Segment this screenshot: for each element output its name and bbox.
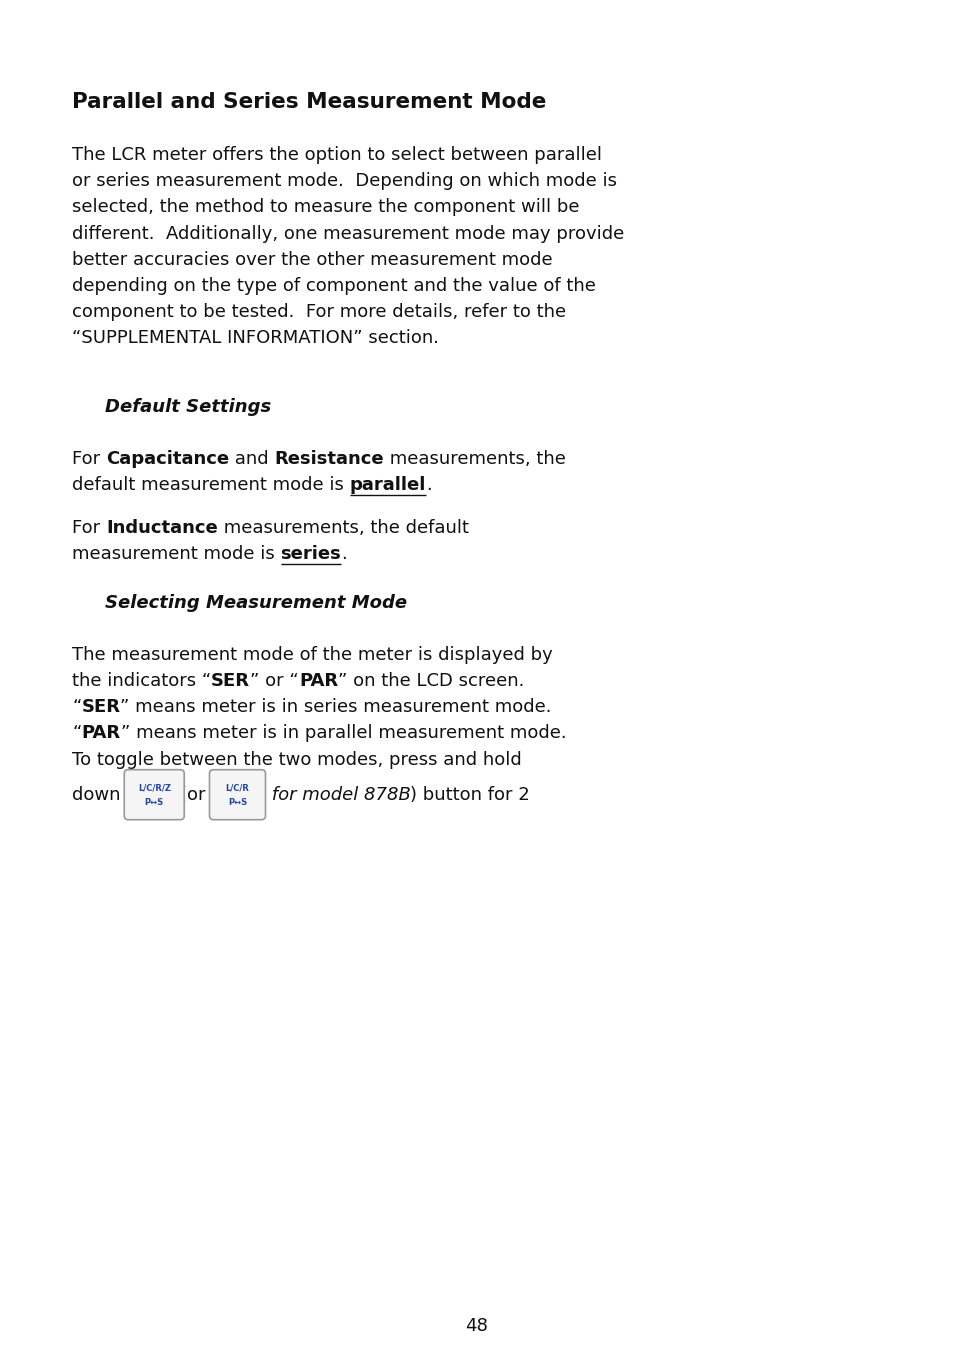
FancyBboxPatch shape xyxy=(124,769,184,820)
Text: ” means meter is in series measurement mode.: ” means meter is in series measurement m… xyxy=(120,698,551,717)
Text: PAR: PAR xyxy=(298,672,337,690)
Text: SER: SER xyxy=(211,672,250,690)
Text: 48: 48 xyxy=(465,1317,488,1335)
Text: series: series xyxy=(280,546,341,563)
Text: ” means meter is in parallel measurement mode.: ” means meter is in parallel measurement… xyxy=(120,725,565,742)
Text: The LCR meter offers the option to select between parallel: The LCR meter offers the option to selec… xyxy=(71,145,601,164)
Text: Capacitance: Capacitance xyxy=(106,450,229,467)
Text: SER: SER xyxy=(81,698,120,717)
Text: To toggle between the two modes, press and hold: To toggle between the two modes, press a… xyxy=(71,750,521,769)
Text: .: . xyxy=(426,475,432,494)
Text: L/C/R: L/C/R xyxy=(225,783,249,792)
Text: ) button for 2: ) button for 2 xyxy=(410,785,530,804)
Text: “: “ xyxy=(71,725,81,742)
Text: Parallel and Series Measurement Mode: Parallel and Series Measurement Mode xyxy=(71,92,546,112)
Text: PAR: PAR xyxy=(81,725,120,742)
Text: default measurement mode is: default measurement mode is xyxy=(71,475,349,494)
Text: “SUPPLEMENTAL INFORMATION” section.: “SUPPLEMENTAL INFORMATION” section. xyxy=(71,330,438,348)
Text: depending on the type of component and the value of the: depending on the type of component and t… xyxy=(71,277,596,295)
Text: P↔S: P↔S xyxy=(228,799,247,807)
Text: .: . xyxy=(341,546,347,563)
Text: Selecting Measurement Mode: Selecting Measurement Mode xyxy=(105,594,407,612)
Text: For: For xyxy=(71,450,106,467)
Text: or series measurement mode.  Depending on which mode is: or series measurement mode. Depending on… xyxy=(71,172,617,190)
Text: L/C/R/Z: L/C/R/Z xyxy=(137,783,171,792)
Text: down: down xyxy=(71,785,126,804)
Text: component to be tested.  For more details, refer to the: component to be tested. For more details… xyxy=(71,303,565,321)
FancyBboxPatch shape xyxy=(210,769,265,820)
Text: Default Settings: Default Settings xyxy=(105,397,271,416)
Text: measurements, the default: measurements, the default xyxy=(217,519,468,537)
Text: “: “ xyxy=(71,698,81,717)
Text: parallel: parallel xyxy=(349,475,426,494)
Text: better accuracies over the other measurement mode: better accuracies over the other measure… xyxy=(71,251,552,269)
Text: ” on the LCD screen.: ” on the LCD screen. xyxy=(337,672,524,690)
Text: for model 878B: for model 878B xyxy=(265,785,410,804)
Text: measurements, the: measurements, the xyxy=(384,450,565,467)
Text: Inductance: Inductance xyxy=(106,519,217,537)
Text: and: and xyxy=(229,450,274,467)
Text: (or: (or xyxy=(180,785,212,804)
Text: selected, the method to measure the component will be: selected, the method to measure the comp… xyxy=(71,198,578,217)
Text: For: For xyxy=(71,519,106,537)
Text: P↔S: P↔S xyxy=(145,799,164,807)
Text: the indicators “: the indicators “ xyxy=(71,672,211,690)
Text: Resistance: Resistance xyxy=(274,450,384,467)
Text: different.  Additionally, one measurement mode may provide: different. Additionally, one measurement… xyxy=(71,225,623,242)
Text: measurement mode is: measurement mode is xyxy=(71,546,280,563)
Text: The measurement mode of the meter is displayed by: The measurement mode of the meter is dis… xyxy=(71,645,552,664)
Text: ” or “: ” or “ xyxy=(250,672,298,690)
